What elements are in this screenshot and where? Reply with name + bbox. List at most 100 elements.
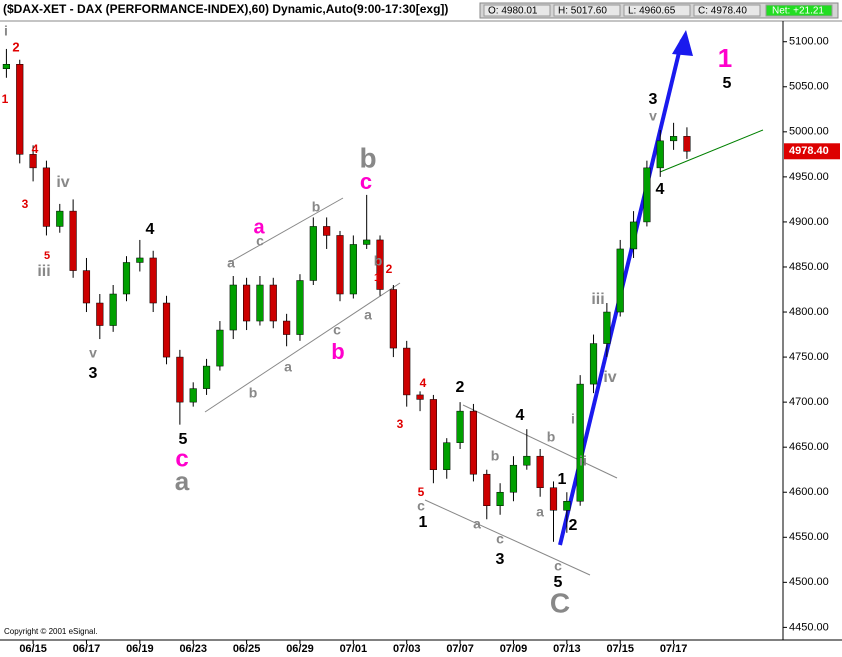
wave-label: b (249, 385, 258, 401)
candle-body (189, 388, 197, 403)
candle-body (296, 280, 304, 335)
candle-body (376, 239, 384, 290)
wave-label: 5 (418, 485, 425, 499)
candle-body (69, 210, 77, 271)
candle-body (683, 136, 691, 152)
wave-label: 2 (569, 517, 578, 534)
x-tick-label: 06/25 (233, 643, 261, 655)
y-tick-label: 5100.00 (789, 36, 829, 48)
last-price-label: 4978.40 (789, 145, 829, 157)
candle-body (469, 410, 478, 475)
quote-cell (483, 4, 551, 17)
quote-cell (623, 4, 691, 17)
x-tick-label: 07/13 (553, 643, 581, 655)
candle-body (243, 284, 251, 322)
candle-body (176, 356, 184, 403)
candle-body (603, 311, 611, 344)
candle-body (403, 347, 411, 396)
candle-body (309, 226, 317, 281)
wave-label: b (374, 253, 383, 269)
x-tick-label: 06/15 (19, 643, 47, 655)
wave-label: 3 (496, 551, 505, 568)
candle-body (216, 329, 224, 367)
x-tick-label: 06/19 (126, 643, 154, 655)
candle-body (629, 221, 638, 250)
wave-label: 5 (554, 574, 563, 591)
candle-body (656, 140, 664, 169)
wave-label: 5 (723, 75, 732, 92)
wave-label: b (491, 448, 500, 464)
candle-body (349, 244, 357, 295)
wave-label: 4 (420, 376, 427, 390)
candle-body (576, 383, 584, 502)
wave-label: 1 (374, 272, 380, 284)
candle-body (483, 473, 491, 506)
wave-label: a (364, 307, 372, 323)
y-tick-label: 5050.00 (789, 81, 829, 93)
wave-label: a (175, 466, 190, 496)
y-tick-label: 5000.00 (789, 126, 829, 138)
y-tick-label: 4450.00 (789, 621, 829, 633)
x-tick-label: 07/09 (500, 643, 528, 655)
y-tick-label: 4850.00 (789, 261, 829, 273)
wave-label: 5 (44, 250, 50, 262)
wave-label: b (312, 199, 321, 215)
wave-label: b (359, 142, 376, 173)
candle-body (42, 167, 51, 227)
wave-label: c (360, 169, 372, 194)
x-tick-label: 06/23 (179, 643, 207, 655)
wave-label: 1 (718, 43, 732, 73)
wave-label: 5 (179, 431, 188, 448)
arrow-head (672, 30, 693, 56)
y-tick-label: 4900.00 (789, 216, 829, 228)
y-tick-label: 4650.00 (789, 441, 829, 453)
wave-label: iv (56, 174, 69, 191)
channel-line (204, 282, 401, 413)
candle-body (416, 394, 424, 400)
wave-label: c (417, 498, 425, 514)
quote-open: O: 4980.01 (488, 6, 538, 17)
candle-body (96, 302, 104, 326)
y-tick-label: 4800.00 (789, 306, 829, 318)
candle-body (643, 167, 651, 223)
candle-body (323, 226, 331, 236)
candle-body (229, 284, 237, 331)
y-tick-label: 4550.00 (789, 531, 829, 543)
wave-label: iii (37, 263, 50, 280)
candle-body (136, 257, 144, 263)
candle-body (256, 284, 264, 322)
quote-close: C: 4978.40 (698, 6, 747, 17)
wave-label: 2 (386, 262, 393, 276)
candle-body (202, 365, 211, 389)
x-tick-label: 07/17 (660, 643, 688, 655)
candle-body (496, 491, 504, 506)
candle-body (122, 262, 131, 295)
wave-label: iv (603, 369, 616, 386)
channel-line (424, 499, 591, 576)
quote-cell (693, 4, 761, 17)
candle-body (149, 257, 157, 304)
candle-body (509, 464, 518, 493)
quote-cell (553, 4, 621, 17)
y-tick-label: 4950.00 (789, 171, 829, 183)
wave-label: b (331, 339, 344, 364)
wave-label: c (256, 233, 264, 249)
candle-body (389, 289, 397, 349)
wave-label: i (571, 411, 575, 427)
candle-body (589, 343, 598, 385)
wave-label: a (227, 255, 235, 271)
wave-label: C (550, 587, 570, 618)
candle-body (82, 270, 91, 304)
wave-label: 1 (2, 92, 9, 106)
candle-body (29, 154, 37, 169)
wave-label: 3 (649, 91, 658, 108)
wave-label: 2 (12, 39, 19, 54)
y-tick-label: 4750.00 (789, 351, 829, 363)
candle-body (336, 235, 344, 295)
candle-body (109, 293, 117, 326)
y-tick-label: 4500.00 (789, 576, 829, 588)
wave-label: c (175, 445, 188, 472)
wave-label: iii (591, 291, 604, 308)
wave-label: 2 (456, 379, 465, 396)
